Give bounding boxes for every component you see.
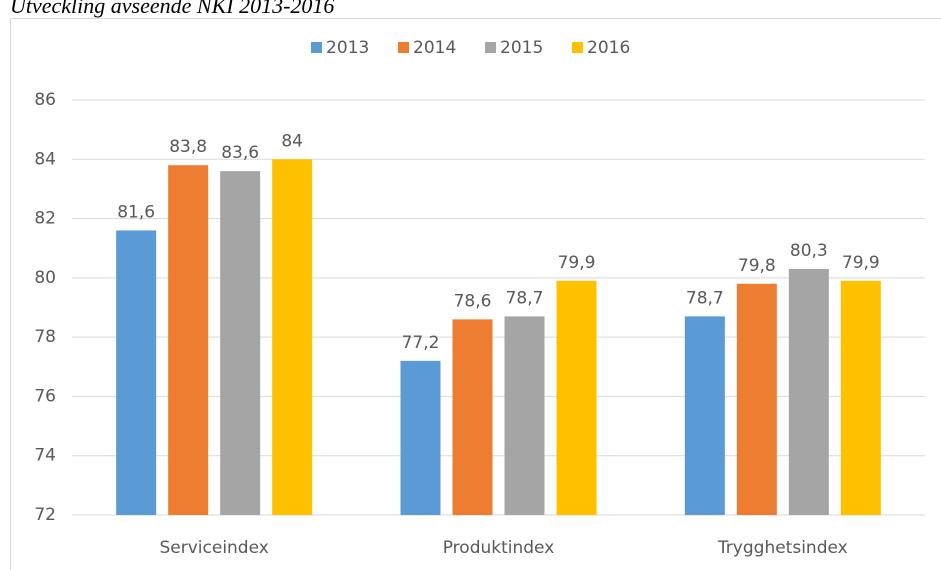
bar — [220, 171, 261, 515]
y-tick-label: 74 — [34, 446, 56, 466]
y-tick-label: 84 — [34, 149, 56, 169]
legend-label: 2016 — [587, 38, 630, 58]
x-tick-label: Produktindex — [443, 538, 555, 558]
value-label: 80,3 — [790, 241, 828, 261]
value-label: 79,8 — [738, 256, 776, 276]
legend-swatch — [572, 42, 583, 53]
value-label: 78,6 — [454, 291, 492, 311]
bar — [736, 283, 777, 515]
bar — [840, 280, 881, 515]
chart-title: Utveckling avseende NKI 2013-2016 — [10, 0, 334, 18]
value-label: 84 — [281, 131, 303, 151]
bar — [116, 230, 157, 515]
y-tick-label: 76 — [34, 386, 56, 406]
value-label: 78,7 — [506, 288, 544, 308]
bar — [400, 360, 441, 515]
bar — [504, 316, 545, 515]
bar — [556, 280, 597, 515]
value-label: 83,6 — [221, 143, 259, 163]
legend-label: 2015 — [500, 38, 543, 58]
bar — [452, 319, 493, 515]
legend-label: 2013 — [326, 38, 369, 58]
y-tick-label: 80 — [34, 268, 56, 288]
legend-swatch — [398, 42, 409, 53]
legend-swatch — [311, 42, 322, 53]
value-label: 79,9 — [558, 253, 596, 273]
bar — [788, 268, 829, 515]
y-tick-label: 82 — [34, 209, 56, 229]
value-label: 79,9 — [842, 253, 880, 273]
value-label: 83,8 — [169, 137, 207, 157]
legend-label: 2014 — [413, 38, 456, 58]
bar — [684, 316, 725, 515]
value-label: 78,7 — [686, 288, 724, 308]
bar — [272, 159, 313, 516]
bar — [168, 165, 209, 515]
y-tick-label: 78 — [34, 327, 56, 347]
y-tick-label: 72 — [34, 505, 56, 525]
value-label: 81,6 — [117, 202, 155, 222]
legend-swatch — [485, 42, 496, 53]
x-tick-label: Trygghetsindex — [717, 538, 848, 558]
y-tick-label: 86 — [34, 90, 56, 110]
value-label: 77,2 — [402, 333, 440, 353]
x-tick-label: Serviceindex — [159, 538, 268, 558]
